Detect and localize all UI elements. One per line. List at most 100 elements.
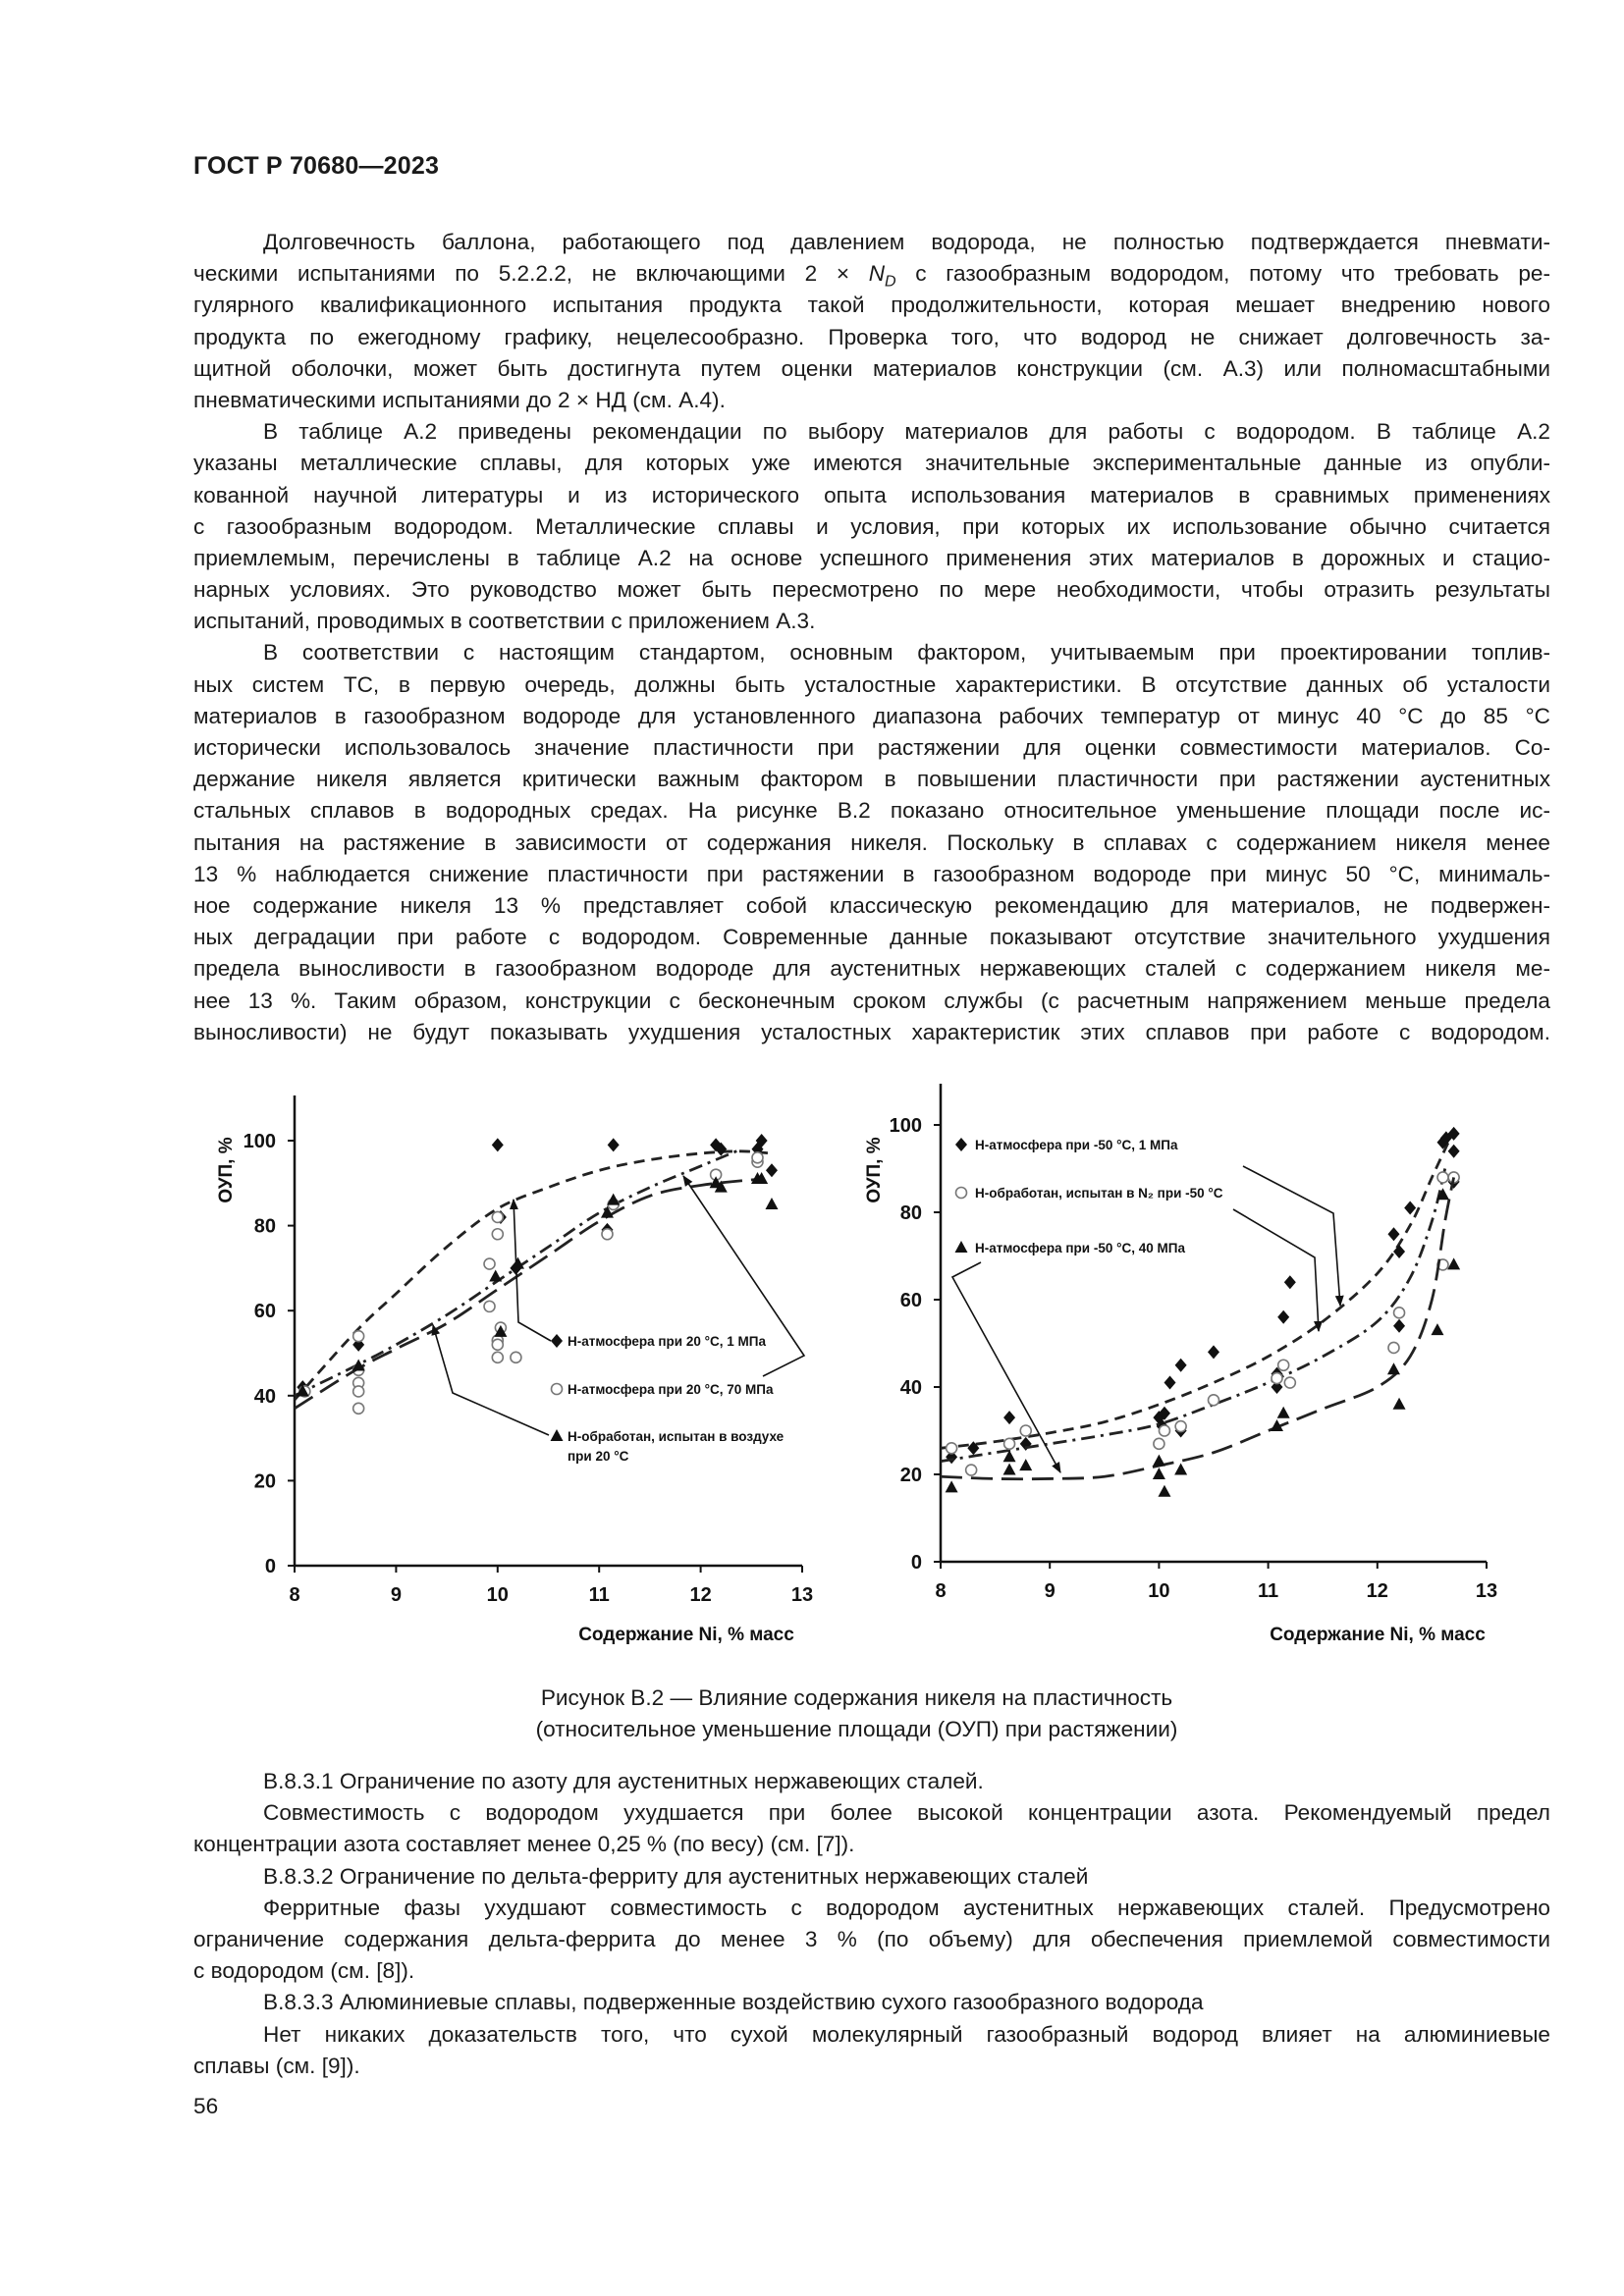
page-number: 56 (193, 2094, 219, 2118)
text-line: держание никеля является критически важн… (193, 767, 1550, 792)
y-axis-label: ОУП, % (864, 1137, 885, 1202)
data-point (1447, 1126, 1460, 1141)
data-point (1207, 1394, 1220, 1407)
data-point (352, 1385, 365, 1398)
data-point (945, 1442, 958, 1455)
text-line: указаны металлические сплавы, для которы… (193, 451, 1550, 476)
x-tick-label: 9 (391, 1584, 402, 1606)
annotation-arrow (1232, 1208, 1323, 1333)
x-tick-label: 13 (791, 1584, 813, 1606)
x-tick-label: 12 (689, 1584, 711, 1606)
text-line: предела выносливости в газообразном водо… (193, 956, 1550, 982)
body-text-bottom: В.8.3.1 Ограничение по азоту для аустени… (193, 1766, 1550, 2082)
data-point (1436, 1171, 1449, 1184)
y-tick-label: 20 (254, 1470, 276, 1492)
y-tick-label: 40 (900, 1377, 922, 1399)
data-point (491, 1210, 505, 1224)
legend-marker (954, 1241, 968, 1253)
data-point (1387, 1227, 1400, 1242)
data-point (1393, 1318, 1406, 1333)
annotation-arrow (950, 1261, 1061, 1473)
annotation-arrow (431, 1323, 550, 1436)
trend-line (293, 1149, 773, 1402)
data-point (1392, 1307, 1406, 1319)
data-point (1404, 1201, 1417, 1215)
text-line: Долговечность баллона, работающего под д… (263, 230, 1550, 254)
data-point (1174, 1463, 1188, 1475)
text-line: 13 % наблюдается снижение пластичности п… (193, 861, 1550, 886)
text-line: испытаний, проводимых в соответствии с п… (193, 609, 816, 634)
text-line: нее 13 %. Таким образом, конструкции с б… (193, 988, 1550, 1013)
text-line: материалов в газообразном водороде для у… (193, 703, 1550, 728)
document-header: ГОСТ Р 70680—2023 (193, 152, 440, 180)
data-point (1002, 1437, 1016, 1451)
data-point (1436, 1188, 1450, 1201)
text-line: пневматическими испытаниями до 2 × НД (с… (193, 387, 726, 412)
data-point (964, 1464, 978, 1476)
x-tick-label: 12 (1367, 1580, 1388, 1602)
data-point (1393, 1245, 1406, 1259)
legend-marker (955, 1138, 967, 1151)
data-point (1283, 1275, 1296, 1290)
data-point (765, 1163, 778, 1178)
data-point (491, 1138, 504, 1152)
data-point (1019, 1424, 1033, 1437)
data-point (1392, 1397, 1406, 1410)
data-point (1019, 1459, 1033, 1471)
data-point (352, 1402, 365, 1415)
y-tick-label: 100 (244, 1131, 276, 1152)
data-point (1387, 1341, 1400, 1355)
x-tick-label: 10 (1148, 1580, 1169, 1602)
data-point (510, 1351, 522, 1364)
data-point (1158, 1406, 1170, 1420)
data-point (483, 1257, 496, 1270)
y-tick-label: 40 (254, 1386, 276, 1408)
data-point (1002, 1463, 1016, 1475)
x-tick-label: 9 (1045, 1580, 1056, 1602)
trend-line (294, 1177, 762, 1410)
text-line: с водородом (см. [8]). (193, 1958, 415, 1984)
text-line: В соответствии с настоящим стандартом, о… (263, 640, 1550, 666)
text-line: гулярного квалификационного испытания пр… (193, 293, 1550, 318)
data-point (765, 1197, 779, 1209)
text-line: концентрации азота составляет менее 0,25… (193, 1832, 855, 1857)
text-segment: ческими испытаниями по 5.2.2.2, не включ… (193, 261, 869, 287)
section-heading: В.8.3.3 Алюминиевые сплавы, подверженные… (263, 1990, 1204, 2015)
x-axis-label: Содержание Ni, % масс (578, 1625, 794, 1645)
text-line: Ферритные фазы ухудшают совместимость с … (263, 1895, 1550, 1920)
text-line: продукта по ежегодному графику, нецелесо… (193, 324, 1550, 349)
y-axis-label: ОУП, % (216, 1137, 237, 1202)
caption-line: (относительное уменьшение площади (ОУП) … (535, 1717, 1178, 1741)
data-point (489, 1269, 503, 1282)
symbol-n: N (868, 261, 886, 287)
y-tick-label: 60 (900, 1290, 922, 1311)
chart-right: 8 9 10 11 12 13 0 20 40 60 80 100 (890, 1084, 1497, 1602)
data-point (1386, 1362, 1400, 1375)
legend-label-minus50-40mpa: Н-атмосфера при -50 °С, 40 МПа (975, 1241, 1185, 1255)
data-point (296, 1384, 309, 1397)
x-tick-label: 13 (1476, 1580, 1497, 1602)
y-tick-label: 60 (254, 1301, 276, 1322)
y-tick-label: 0 (265, 1556, 276, 1577)
data-point (1158, 1424, 1171, 1437)
text-line: ограничение содержания дельта-феррита до… (193, 1926, 1550, 1951)
x-tick-label: 8 (935, 1580, 946, 1602)
data-point (1447, 1144, 1460, 1158)
legend-marker (550, 1382, 564, 1396)
x-axis-label: Содержание Ni, % масс (1270, 1625, 1486, 1645)
y-tick-label: 80 (900, 1202, 922, 1224)
data-point (1002, 1450, 1016, 1463)
data-point (600, 1205, 614, 1218)
data-point (714, 1180, 728, 1193)
data-point (491, 1351, 505, 1364)
data-point (1277, 1309, 1290, 1324)
text-line: выносливости) не будут показывать ухудше… (193, 1019, 1550, 1044)
data-point (601, 1227, 614, 1241)
symbol-subscript: D (885, 273, 896, 291)
text-line: пытания на растяжение в зависимости от с… (193, 829, 1550, 855)
data-point (483, 1300, 496, 1313)
text-line: ных систем ТС, в первую очередь, должны … (193, 671, 1550, 697)
text-line: стальных сплавов в водородных средах. На… (193, 798, 1550, 824)
text-line: Нет никаких доказательств того, что сухо… (263, 2021, 1550, 2047)
text-line: исторически использовалось значение плас… (193, 735, 1550, 760)
